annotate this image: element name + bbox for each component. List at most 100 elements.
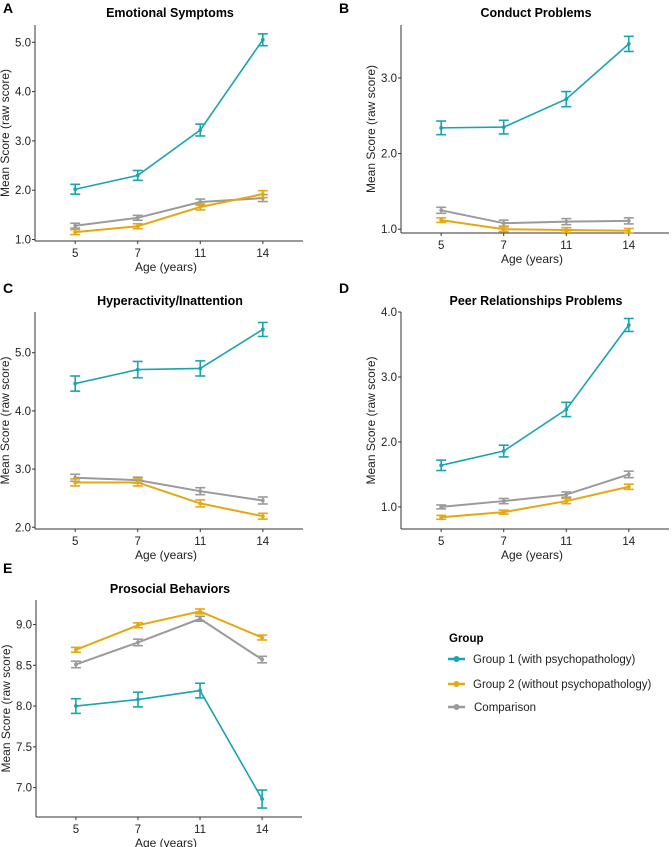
x-tick-label: 7: [501, 240, 507, 252]
x-tick-label: 7: [135, 248, 141, 260]
y-axis-label: Mean Score (raw score): [364, 65, 378, 193]
series-line: [75, 689, 263, 800]
data-point: [501, 510, 506, 515]
data-point: [626, 218, 631, 223]
series-line: [440, 209, 629, 225]
x-tick-label: 11: [560, 536, 572, 548]
y-tick-label: 1.0: [381, 502, 397, 514]
series-group2: [70, 608, 268, 654]
data-point: [626, 472, 631, 477]
series-group1: [436, 35, 634, 136]
data-point: [439, 505, 444, 509]
data-point: [135, 480, 140, 485]
x-tick-label: 7: [135, 824, 141, 836]
series-comparison: [436, 470, 634, 510]
data-point: [439, 125, 444, 130]
series-line: [441, 43, 630, 129]
x-tick-label: 11: [194, 824, 206, 836]
panel-letter: B: [339, 0, 349, 16]
data-point: [136, 623, 140, 628]
data-point: [260, 327, 265, 332]
x-axis-label: Age (years): [135, 548, 197, 562]
data-point: [260, 37, 265, 42]
y-tick-label: 3.0: [15, 464, 31, 476]
y-tick-label: 4.0: [15, 87, 31, 99]
series-line: [75, 610, 263, 651]
data-point: [564, 492, 569, 497]
y-tick-label: 2.0: [381, 437, 397, 449]
data-point: [626, 42, 631, 46]
series-group1: [70, 321, 268, 392]
data-point: [439, 218, 444, 223]
legend-item-group2: Group 2 (without psychopathology): [448, 679, 652, 691]
x-axis-label: Age (years): [135, 836, 197, 847]
panel-letter: D: [339, 280, 349, 296]
series-group1: [70, 682, 268, 809]
legend-label: Comparison: [474, 702, 536, 714]
data-point: [501, 227, 506, 232]
data-point: [73, 230, 78, 235]
data-point: [564, 499, 569, 503]
x-tick-label: 14: [622, 240, 635, 252]
series-line: [75, 481, 264, 518]
data-point: [260, 498, 265, 503]
panel-letter: E: [3, 560, 12, 576]
y-tick-label: 7.5: [16, 742, 32, 754]
chart-title: Prosocial Behaviors: [110, 582, 230, 596]
y-tick-label: 1.0: [381, 224, 397, 236]
chart-panel-a: A Emotional Symptoms 1.0 2.0 3.0 4.0 5.0 5 7 11 14…: [0, 0, 303, 274]
y-axis-label: Mean Score (raw score): [0, 356, 12, 484]
data-point: [135, 173, 140, 178]
legend-label: Group 1 (with psychopathology): [473, 654, 636, 666]
data-point: [73, 223, 78, 228]
data-point: [198, 366, 203, 371]
data-point: [74, 704, 78, 708]
data-point: [501, 499, 506, 503]
y-axis-label: Mean Score (raw score): [0, 69, 12, 197]
legend-swatch-dot: [453, 704, 460, 710]
x-tick-label: 11: [194, 248, 206, 260]
y-tick-label: 7.0: [16, 783, 32, 795]
series-line: [441, 219, 629, 232]
y-tick-label: 8.5: [16, 660, 32, 672]
data-point: [439, 515, 444, 520]
x-tick-label: 14: [622, 536, 635, 548]
y-axis-label: Mean Score (raw score): [364, 356, 378, 484]
data-point: [198, 501, 203, 506]
data-point: [501, 125, 506, 130]
data-point: [198, 489, 203, 494]
data-point: [136, 697, 140, 702]
series-group1: [436, 317, 634, 472]
x-tick-label: 14: [256, 824, 269, 836]
data-point: [626, 323, 631, 327]
x-axis-label: Age (years): [501, 548, 563, 562]
series-group2: [70, 478, 268, 520]
panel-letter: A: [3, 0, 13, 16]
data-point: [73, 480, 78, 485]
chart-title: Emotional Symptoms: [106, 6, 234, 20]
y-tick-label: 4.0: [381, 307, 397, 319]
data-point: [198, 609, 202, 614]
y-tick-label: 1.0: [15, 235, 31, 247]
data-point: [260, 635, 264, 640]
data-point: [135, 224, 140, 229]
data-point: [439, 208, 444, 213]
chart-title: Conduct Problems: [480, 6, 591, 20]
data-point: [564, 228, 569, 232]
x-axis-label: Age (years): [501, 252, 563, 266]
legend-swatch-dot: [453, 681, 460, 687]
legend-item-comparison: Comparison: [448, 702, 536, 714]
data-point: [439, 463, 444, 468]
x-tick-label: 11: [560, 240, 572, 252]
x-tick-label: 14: [256, 248, 269, 260]
data-point: [73, 381, 78, 386]
data-point: [198, 128, 203, 132]
y-tick-label: 9.0: [16, 619, 32, 631]
series-line: [441, 473, 630, 508]
data-point: [501, 449, 506, 453]
y-tick-label: 2.0: [381, 149, 397, 161]
x-tick-label: 7: [135, 536, 141, 548]
y-axis-label: Mean Score (raw score): [0, 644, 13, 772]
series-group2: [70, 189, 268, 236]
